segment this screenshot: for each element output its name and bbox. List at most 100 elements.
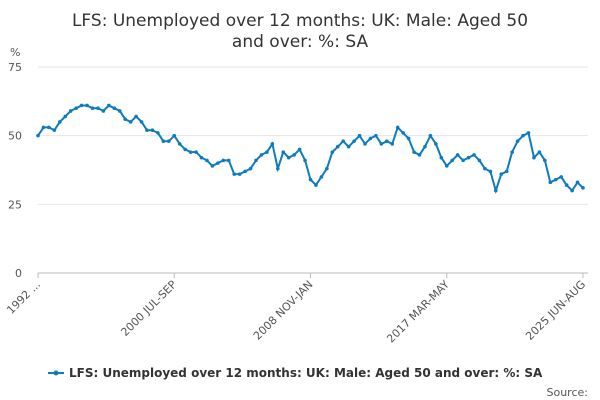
point: [335, 144, 340, 149]
point: [543, 158, 547, 163]
point: [107, 103, 111, 108]
point: [199, 155, 204, 160]
point: [188, 150, 193, 154]
point: [63, 114, 68, 119]
point: [368, 136, 373, 141]
point: [128, 120, 133, 124]
point: [564, 183, 569, 187]
y-tick-label: 0: [15, 267, 22, 280]
point: [243, 169, 247, 174]
point: [270, 142, 275, 146]
point: [210, 164, 215, 168]
point: [548, 180, 553, 185]
point: [292, 153, 296, 157]
point: [112, 106, 117, 110]
point: [41, 125, 46, 130]
point: [259, 153, 264, 157]
point: [265, 150, 269, 154]
point: [466, 155, 471, 160]
point: [330, 150, 335, 154]
point: [85, 103, 89, 108]
point: [494, 188, 498, 193]
point: [254, 158, 258, 163]
point: [444, 164, 449, 168]
point: [79, 103, 84, 108]
point: [308, 177, 313, 182]
point: [483, 166, 487, 171]
point: [325, 166, 329, 171]
point: [504, 169, 509, 174]
point: [139, 120, 144, 124]
point: [532, 155, 536, 160]
chart-title: LFS: Unemployed over 12 months: UK: Male…: [72, 11, 528, 52]
point: [553, 177, 558, 182]
point: [379, 142, 384, 146]
point: [237, 172, 242, 176]
point: [488, 169, 493, 174]
point: [177, 142, 182, 146]
point: [117, 109, 122, 113]
point: [346, 144, 351, 149]
point: [36, 133, 40, 138]
point: [150, 128, 155, 132]
x-tick-label: 1992 ...: [4, 278, 43, 317]
point: [521, 133, 525, 138]
x-tick-label: 2017 MAR-MAY: [384, 278, 452, 346]
point: [439, 155, 444, 160]
point: [395, 125, 400, 130]
x-tick-label: 2025 JUN-AUG: [523, 278, 588, 343]
point: [526, 131, 531, 135]
point: [232, 172, 236, 176]
point: [47, 125, 51, 130]
point: [461, 158, 465, 163]
point: [286, 155, 291, 160]
point: [352, 139, 356, 143]
point: [401, 131, 405, 135]
point: [385, 139, 389, 143]
point: [570, 188, 574, 193]
point: [221, 158, 226, 163]
point: [226, 158, 231, 163]
point: [58, 120, 62, 124]
y-tick-label: 25: [8, 198, 22, 211]
point: [248, 166, 253, 171]
point: [417, 153, 422, 157]
legend-marker: [53, 370, 59, 376]
point: [428, 133, 433, 138]
y-tick-label: 50: [8, 130, 22, 143]
point: [472, 153, 476, 157]
point: [167, 139, 171, 143]
point: [477, 158, 482, 163]
point: [357, 133, 362, 138]
point: [515, 139, 520, 143]
point: [510, 150, 514, 154]
point: [434, 142, 438, 146]
point: [68, 109, 73, 113]
point: [96, 106, 100, 110]
point: [390, 142, 395, 146]
point: [90, 106, 95, 110]
point: [575, 180, 580, 185]
point: [537, 150, 542, 154]
point: [156, 131, 160, 135]
point: [183, 147, 187, 152]
point: [450, 158, 455, 163]
point: [314, 183, 318, 187]
point: [303, 158, 307, 163]
legend-label: LFS: Unemployed over 12 months: UK: Male…: [69, 366, 543, 380]
point: [406, 136, 411, 141]
point: [499, 172, 504, 176]
point: [134, 114, 138, 119]
x-tick-label: 2000 JUL-SEP: [118, 278, 179, 339]
point: [281, 150, 286, 154]
source: Source:: [547, 386, 589, 399]
point: [52, 128, 57, 132]
point: [581, 186, 585, 190]
point: [172, 133, 177, 138]
point: [363, 142, 367, 146]
point: [297, 147, 302, 152]
point: [412, 150, 416, 154]
point: [559, 175, 563, 179]
point: [374, 133, 378, 138]
